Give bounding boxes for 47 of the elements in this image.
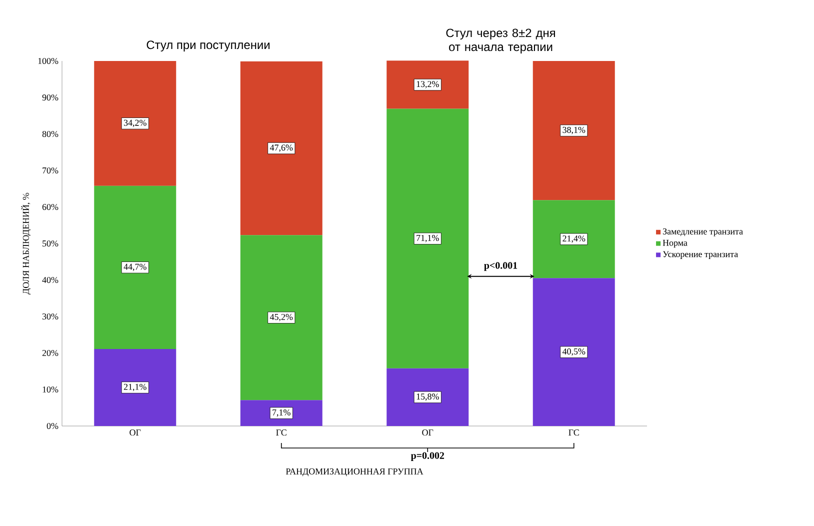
y-tick-label: 10% bbox=[42, 386, 58, 393]
bar bbox=[386, 60, 469, 109]
bar bbox=[94, 60, 176, 186]
y-tick-label: 100% bbox=[38, 58, 58, 64]
y-tick-label: 50% bbox=[42, 240, 58, 247]
bar bbox=[240, 61, 322, 236]
y-tick-label: 0% bbox=[46, 422, 58, 430]
data-label: 38,1% bbox=[562, 126, 586, 134]
y-tick-label: 40% bbox=[42, 276, 58, 284]
data-label: 21,4% bbox=[562, 235, 586, 243]
y-tick-label: 60% bbox=[42, 204, 58, 210]
bar bbox=[386, 108, 469, 368]
data-label: 40,5% bbox=[562, 348, 586, 356]
data-label: 71,1% bbox=[416, 234, 439, 242]
data-label: 15,8% bbox=[416, 393, 439, 401]
data-label: 34,2% bbox=[124, 120, 146, 128]
y-tick-label: 30% bbox=[42, 313, 58, 320]
data-label: 44,7% bbox=[124, 264, 146, 272]
legend-label: Ускорение транзита bbox=[662, 251, 738, 259]
bar bbox=[94, 186, 176, 349]
data-label: 45,2% bbox=[270, 314, 293, 322]
legend-label: Норма bbox=[662, 240, 688, 248]
y-tick-label: 80% bbox=[42, 130, 58, 138]
data-label: 7,1% bbox=[272, 409, 290, 417]
y-tick-label: 70% bbox=[42, 167, 58, 174]
y-axis-title: ДОЛЯ НАБЛЮДЕНИЙ, % bbox=[21, 192, 31, 294]
bar bbox=[94, 348, 176, 426]
y-tick-label: 20% bbox=[42, 350, 58, 356]
x-axis-title: РАНДОМИЗАЦИОННАЯ ГРУППА bbox=[286, 468, 424, 476]
x-tick-label: ГС bbox=[568, 430, 579, 436]
data-label: 13,2% bbox=[416, 81, 439, 88]
x-tick-label: ОГ bbox=[130, 430, 141, 436]
x-tick-label: ОГ bbox=[422, 430, 434, 436]
data-label: 47,6% bbox=[270, 144, 293, 152]
bar bbox=[532, 278, 615, 426]
bar bbox=[240, 235, 322, 400]
text: Стул при поступлении bbox=[146, 40, 270, 52]
legend-label: Замедление транзита bbox=[662, 228, 743, 236]
bar bbox=[532, 60, 615, 200]
text: Стул через 8±2 дня от начала терапии bbox=[446, 28, 555, 54]
data-label: 21,1% bbox=[124, 384, 146, 392]
x-tick-label: ГС bbox=[276, 430, 286, 436]
y-tick-label: 90% bbox=[42, 94, 58, 101]
bar bbox=[532, 200, 615, 278]
bar bbox=[386, 368, 469, 426]
annotation: p<0.001 bbox=[484, 262, 518, 271]
text: p=0.002 bbox=[410, 452, 444, 461]
